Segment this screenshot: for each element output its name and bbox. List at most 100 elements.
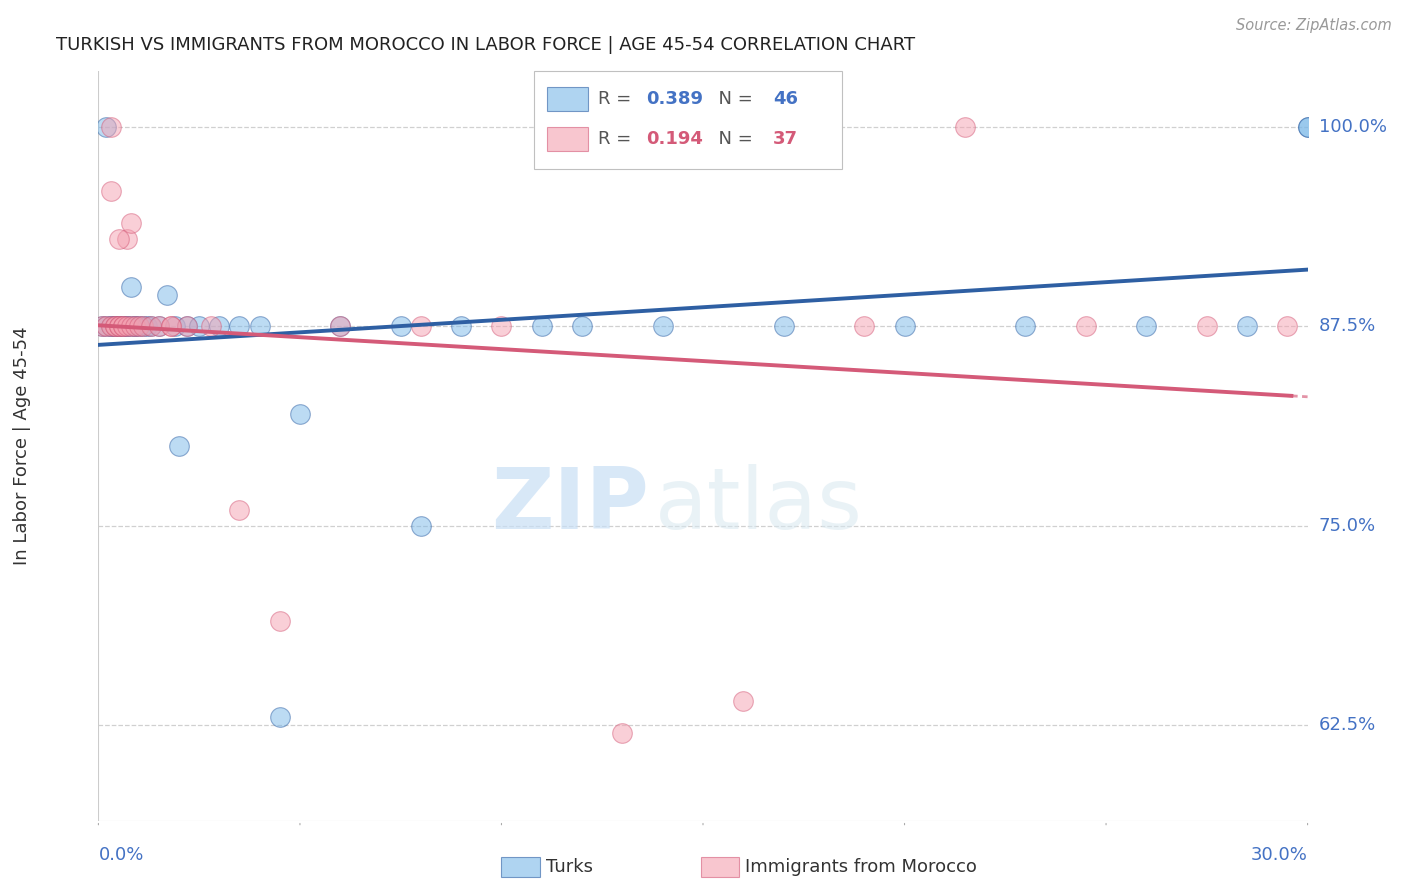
Point: [128, 319, 150, 334]
Text: 87.5%: 87.5%: [1319, 318, 1376, 335]
Point: [100, 319, 122, 334]
FancyBboxPatch shape: [501, 857, 540, 877]
Point: [96, 120, 118, 135]
Point: [163, 319, 186, 334]
Point: [450, 319, 472, 334]
Text: 46: 46: [773, 90, 799, 108]
Point: [115, 232, 138, 246]
Point: [409, 319, 432, 334]
Point: [124, 319, 146, 334]
Point: [100, 184, 122, 198]
Text: Immigrants from Morocco: Immigrants from Morocco: [745, 858, 977, 876]
Point: [1296, 120, 1319, 135]
Point: [100, 319, 122, 334]
Point: [329, 319, 352, 334]
Point: [111, 319, 134, 334]
Point: [200, 319, 222, 334]
Point: [269, 615, 291, 629]
Point: [120, 319, 142, 334]
Point: [530, 319, 553, 334]
Point: [571, 319, 593, 334]
Text: TURKISH VS IMMIGRANTS FROM MOROCCO IN LABOR FORCE | AGE 45-54 CORRELATION CHART: TURKISH VS IMMIGRANTS FROM MOROCCO IN LA…: [56, 36, 915, 54]
Point: [1135, 319, 1157, 334]
Point: [100, 319, 122, 334]
Point: [91, 319, 114, 334]
Text: 62.5%: 62.5%: [1319, 716, 1376, 734]
Text: ZIP: ZIP: [491, 465, 648, 548]
Point: [228, 319, 250, 334]
Text: Source: ZipAtlas.com: Source: ZipAtlas.com: [1236, 18, 1392, 33]
Point: [115, 319, 138, 334]
Point: [115, 319, 138, 334]
Point: [139, 319, 162, 334]
Point: [329, 319, 352, 334]
Point: [953, 120, 976, 135]
FancyBboxPatch shape: [547, 87, 588, 112]
Point: [128, 319, 150, 334]
Text: N =: N =: [707, 90, 758, 108]
FancyBboxPatch shape: [547, 127, 588, 151]
Point: [107, 319, 129, 334]
Point: [120, 279, 142, 293]
Point: [389, 319, 412, 334]
Point: [135, 319, 157, 334]
Point: [107, 319, 129, 334]
Point: [91, 319, 114, 334]
Point: [103, 319, 125, 334]
Point: [111, 319, 134, 334]
Point: [107, 232, 129, 246]
Point: [156, 287, 179, 301]
Point: [893, 319, 915, 334]
Text: Turks: Turks: [546, 858, 593, 876]
Text: 0.0%: 0.0%: [98, 846, 143, 863]
Text: 30.0%: 30.0%: [1251, 846, 1308, 863]
Point: [111, 319, 134, 334]
Point: [160, 319, 183, 334]
Point: [249, 319, 271, 334]
Point: [103, 319, 125, 334]
Point: [1014, 319, 1036, 334]
Point: [208, 319, 231, 334]
Point: [188, 319, 211, 334]
FancyBboxPatch shape: [534, 71, 842, 169]
Point: [107, 319, 129, 334]
Point: [733, 694, 755, 708]
Point: [160, 319, 183, 334]
Text: 0.389: 0.389: [647, 90, 703, 108]
Point: [148, 319, 170, 334]
Point: [176, 319, 198, 334]
Point: [1074, 319, 1097, 334]
Point: [132, 319, 155, 334]
FancyBboxPatch shape: [700, 857, 740, 877]
Point: [167, 439, 190, 453]
Text: 37: 37: [773, 130, 799, 148]
Point: [772, 319, 794, 334]
Text: 75.0%: 75.0%: [1319, 516, 1376, 534]
Point: [1195, 319, 1218, 334]
Text: R =: R =: [598, 90, 637, 108]
Point: [176, 319, 198, 334]
Point: [1296, 120, 1319, 135]
Point: [120, 319, 142, 334]
Point: [107, 319, 129, 334]
Point: [269, 710, 291, 724]
Point: [120, 216, 142, 230]
Point: [132, 319, 155, 334]
Point: [124, 319, 146, 334]
Text: N =: N =: [707, 130, 758, 148]
Point: [651, 319, 673, 334]
Text: atlas: atlas: [655, 465, 863, 548]
Point: [148, 319, 170, 334]
Text: 0.194: 0.194: [647, 130, 703, 148]
Point: [228, 502, 250, 516]
Point: [409, 518, 432, 533]
Text: R =: R =: [598, 130, 637, 148]
Point: [139, 319, 162, 334]
Point: [115, 319, 138, 334]
Text: 100.0%: 100.0%: [1319, 118, 1386, 136]
Point: [853, 319, 876, 334]
Point: [612, 726, 634, 740]
Point: [103, 319, 125, 334]
Point: [103, 319, 125, 334]
Point: [96, 319, 118, 334]
